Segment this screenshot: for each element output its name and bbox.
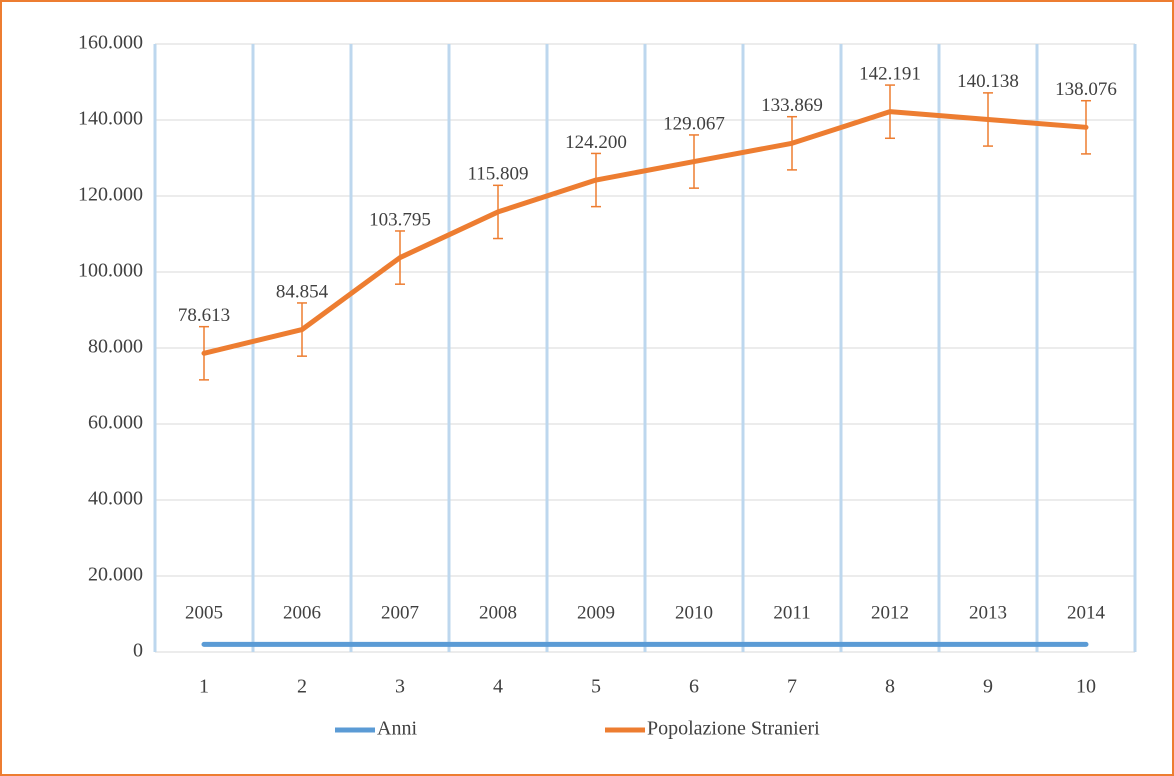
data-label: 103.795 [369,209,431,230]
y-tick-label: 160.000 [78,32,143,54]
data-label: 2014 [1067,603,1106,624]
data-label: 133.869 [761,95,823,116]
data-label: 2006 [283,603,321,624]
x-tick-label: 5 [591,676,601,698]
data-label: 2013 [969,603,1007,624]
data-label: 142.191 [859,63,921,84]
x-tick-label: 1 [199,676,209,698]
y-tick-label: 40.000 [88,488,143,510]
data-label: 78.613 [178,305,230,326]
data-label: 2008 [479,603,517,624]
line [201,109,1089,356]
data-label: 124.200 [565,132,627,153]
data-label: 129.067 [663,113,725,134]
y-tick-label: 20.000 [88,564,143,586]
data-label: 2012 [871,603,909,624]
x-tick-label: 6 [689,676,699,698]
x-tick-label: 3 [395,676,405,698]
legend-label: Anni [377,718,417,740]
x-tick-label: 4 [493,676,503,698]
x-tick-label: 7 [787,676,797,698]
x-tick-label: 9 [983,676,993,698]
y-tick-label: 0 [133,640,143,662]
data-label: 115.809 [467,164,528,185]
data-label: 2011 [773,603,810,624]
y-tick-label: 140.000 [78,108,143,130]
legend-label: Popolazione Stranieri [647,718,820,740]
y-tick-label: 80.000 [88,336,143,358]
data-label: 138.076 [1055,79,1117,100]
x-tick-label: 8 [885,676,895,698]
data-label: 2010 [675,603,713,624]
x-tick-label: 10 [1076,676,1096,698]
data-label: 140.138 [957,71,1019,92]
data-label: 2009 [577,603,615,624]
data-label: 2007 [381,603,419,624]
y-tick-label: 100.000 [78,260,143,282]
data-label: 2005 [185,603,223,624]
y-tick-label: 60.000 [88,412,143,434]
data-label: 84.854 [276,281,329,302]
x-tick-label: 2 [297,676,307,698]
y-tick-label: 120.000 [78,184,143,206]
